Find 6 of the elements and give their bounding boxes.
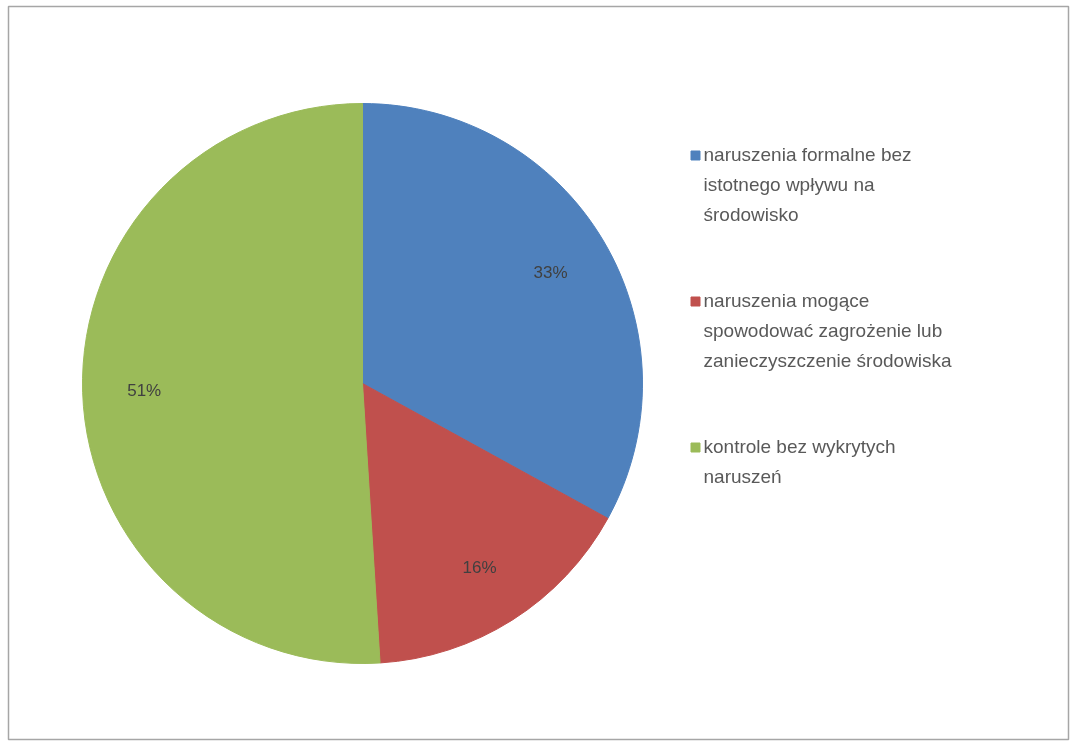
legend-label: naruszenia formalne bez istotnego wpływu na środowisko: [703, 143, 912, 226]
legend-label: kontrole bez wykrytych naruszeń: [703, 435, 896, 487]
data-label: 33%: [533, 262, 568, 282]
legend-label: naruszenia mogące spowodować zagrożenie lub zanieczyszczenie środowiska: [703, 289, 953, 372]
data-label: 16%: [462, 558, 497, 578]
data-label: 51%: [127, 380, 162, 400]
